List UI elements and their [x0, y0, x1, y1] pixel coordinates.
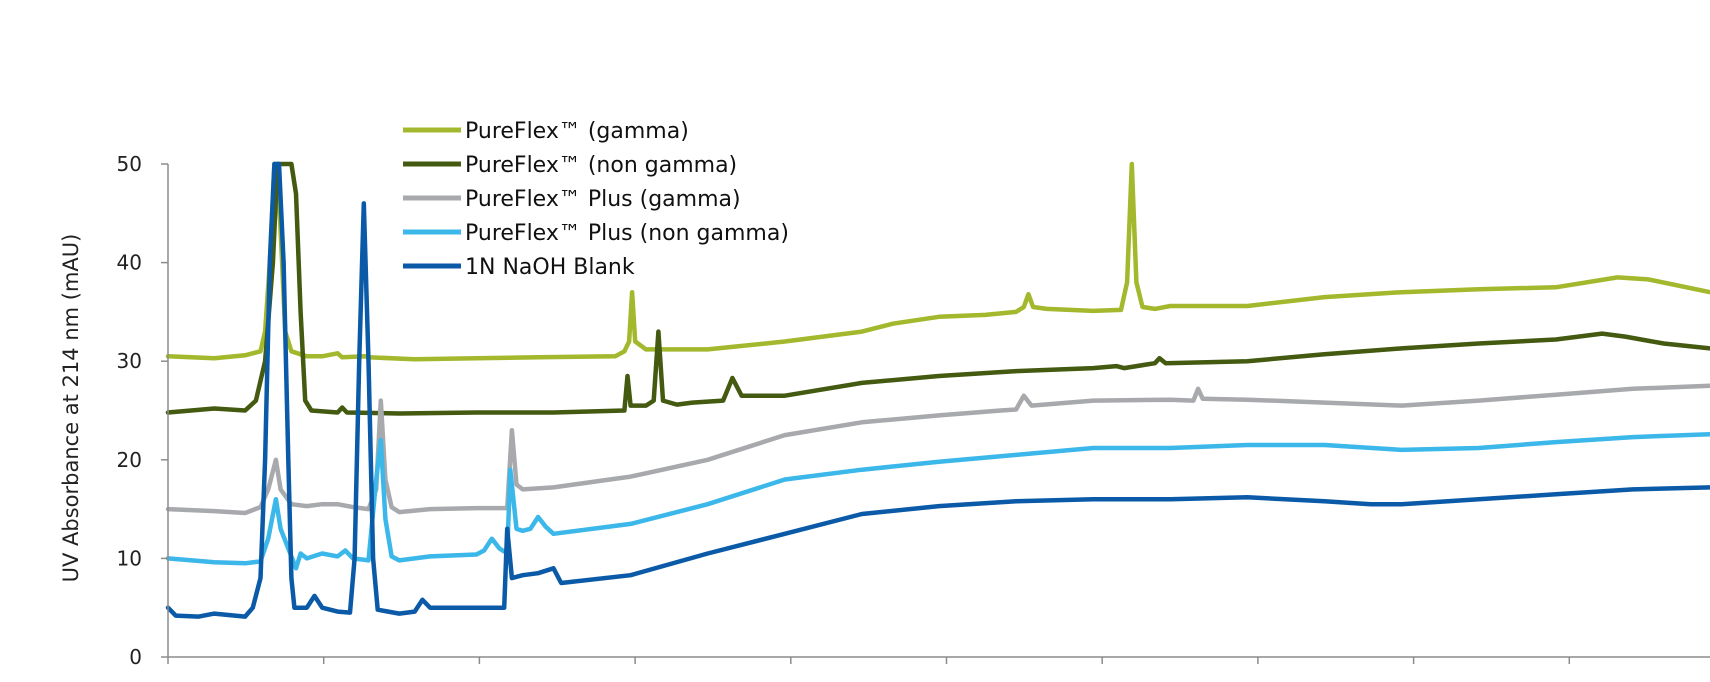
y-tick-label: 50	[117, 152, 142, 176]
legend-label-3: PureFlex™ Plus (non gamma)	[465, 221, 789, 246]
series-line-0	[165, 161, 1710, 362]
legend-label-1: PureFlex™ (non gamma)	[465, 153, 737, 178]
y-tick-label: 20	[117, 448, 142, 472]
y-tick-label: 40	[117, 251, 142, 275]
plot-lines	[165, 161, 1710, 619]
series-line-3	[165, 431, 1710, 571]
y-tick-label: 10	[117, 546, 142, 570]
legend-label-4: 1N NaOH Blank	[465, 255, 635, 280]
y-tick-label: 30	[117, 349, 142, 373]
series-line-1	[165, 161, 1710, 416]
axes: 0 10 20 30 40 50	[117, 152, 1710, 669]
y-axis-title: UV Absorbance at 214 nm (mAU)	[59, 234, 83, 583]
series-line-2	[165, 383, 1710, 516]
y-tick-label: 0	[129, 645, 142, 669]
legend: PureFlex™ (gamma) PureFlex™ (non gamma) Pu…	[403, 119, 789, 280]
legend-label-0: PureFlex™ (gamma)	[465, 119, 689, 144]
series-line-4	[165, 161, 1710, 619]
legend-label-2: PureFlex™ Plus (gamma)	[465, 187, 741, 212]
